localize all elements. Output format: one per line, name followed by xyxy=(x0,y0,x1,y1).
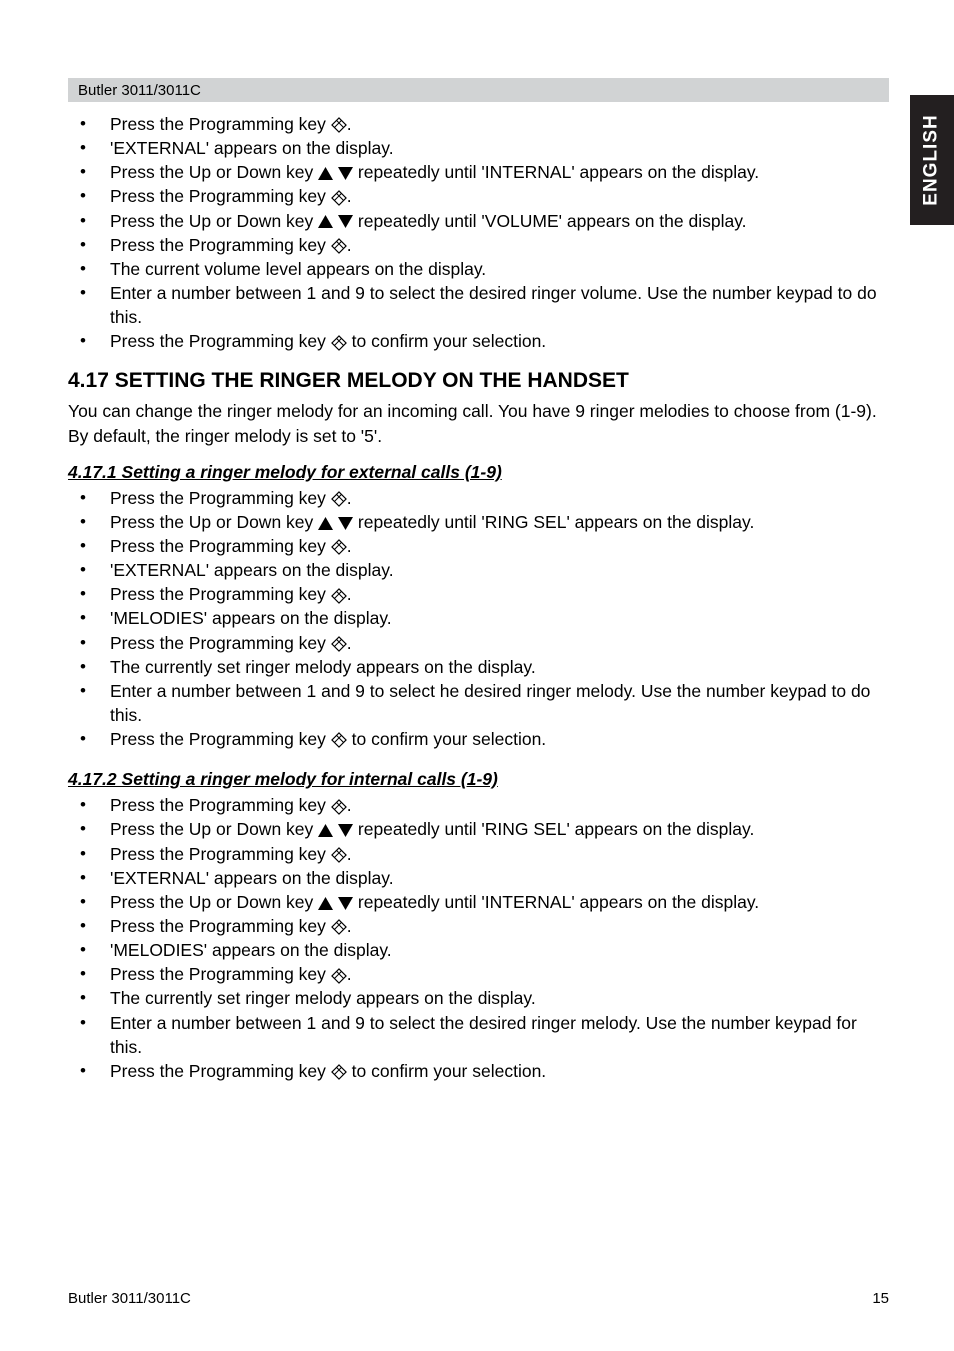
list-item: Press the Programming key . xyxy=(68,793,889,817)
section-heading: 4.17 SETTING THE RINGER MELODY ON THE HA… xyxy=(68,369,889,393)
language-tab: ENGLISH xyxy=(910,95,954,225)
list-item: Enter a number between 1 and 9 to select… xyxy=(68,281,889,329)
list-item: Press the Up or Down key repeatedly unti… xyxy=(68,817,889,841)
list-item: 'EXTERNAL' appears on the display. xyxy=(68,136,889,160)
list-item: 'MELODIES' appears on the display. xyxy=(68,606,889,630)
list-item: The currently set ringer melody appears … xyxy=(68,655,889,679)
list-item: 'EXTERNAL' appears on the display. xyxy=(68,866,889,890)
header-title: Butler 3011/3011C xyxy=(78,82,201,99)
page-footer: Butler 3011/3011C 15 xyxy=(68,1290,889,1307)
list-item: Press the Up or Down key repeatedly unti… xyxy=(68,209,889,233)
list-item: Press the Programming key . xyxy=(68,582,889,606)
sub2-heading: 4.17.2 Setting a ringer melody for inter… xyxy=(68,769,889,790)
list-item: Press the Programming key . xyxy=(68,534,889,558)
list-item: Press the Programming key to confirm you… xyxy=(68,329,889,353)
section-intro: You can change the ringer melody for an … xyxy=(68,399,889,447)
list-item: Press the Programming key . xyxy=(68,486,889,510)
footer-page-number: 15 xyxy=(872,1290,889,1307)
language-label: ENGLISH xyxy=(921,114,943,205)
list-item: Press the Programming key . xyxy=(68,112,889,136)
list-item: Press the Programming key . xyxy=(68,914,889,938)
list-item: Press the Programming key . xyxy=(68,631,889,655)
list-item: Press the Programming key . xyxy=(68,184,889,208)
list-item: Press the Up or Down key repeatedly unti… xyxy=(68,160,889,184)
block1-list: Press the Programming key .'EXTERNAL' ap… xyxy=(68,112,889,353)
list-item: Press the Up or Down key repeatedly unti… xyxy=(68,890,889,914)
list-item: Enter a number between 1 and 9 to select… xyxy=(68,679,889,727)
header-bar: Butler 3011/3011C xyxy=(68,78,889,102)
footer-left: Butler 3011/3011C xyxy=(68,1290,191,1307)
list-item: Press the Programming key . xyxy=(68,233,889,257)
list-item: Press the Programming key to confirm you… xyxy=(68,1059,889,1083)
list-item: Press the Programming key to confirm you… xyxy=(68,727,889,751)
list-item: The currently set ringer melody appears … xyxy=(68,986,889,1010)
sub1-heading: 4.17.1 Setting a ringer melody for exter… xyxy=(68,462,889,483)
sub2-list: Press the Programming key .Press the Up … xyxy=(68,793,889,1083)
list-item: 'EXTERNAL' appears on the display. xyxy=(68,558,889,582)
list-item: Enter a number between 1 and 9 to select… xyxy=(68,1011,889,1059)
page-content: Press the Programming key .'EXTERNAL' ap… xyxy=(68,112,889,1083)
list-item: The current volume level appears on the … xyxy=(68,257,889,281)
list-item: 'MELODIES' appears on the display. xyxy=(68,938,889,962)
list-item: Press the Programming key . xyxy=(68,842,889,866)
sub1-list: Press the Programming key .Press the Up … xyxy=(68,486,889,752)
list-item: Press the Up or Down key repeatedly unti… xyxy=(68,510,889,534)
list-item: Press the Programming key . xyxy=(68,962,889,986)
